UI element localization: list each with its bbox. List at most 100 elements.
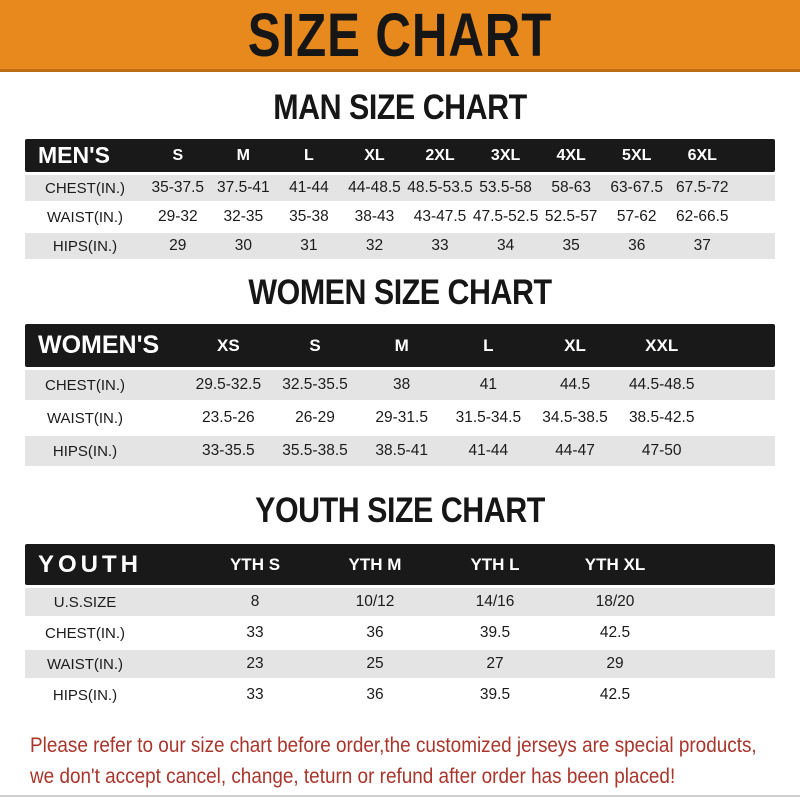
table-row: HIPS(IN.) 33-35.5 35.5-38.5 38.5-41 41-44 44-… (25, 436, 775, 466)
section-heading: MAN SIZE CHART (273, 87, 527, 127)
column-header: 2XL (425, 146, 455, 164)
row-label: HIPS(IN.) (52, 686, 118, 704)
column-header: YTH S (229, 554, 281, 574)
size-section-youth: YOUTH SIZE CHART YOUTH YTH S YTH M YTH L YTH … (0, 490, 800, 709)
table-cell: 37.5-41 (217, 179, 270, 196)
table-header-row: WOMEN'S XS S M L XL XXL (25, 324, 775, 367)
table-cell: 41-44 (468, 442, 509, 459)
column-header: XS (216, 335, 240, 355)
table-cell: 41-44 (289, 179, 329, 196)
size-section-man: MAN SIZE CHART MEN'S S M L XL 2XL 3XL 4XL 5XL 6XL C… (0, 87, 800, 259)
row-label: HIPS(IN.) (52, 237, 118, 255)
table-cell: 38-43 (354, 208, 395, 225)
table-cell: 14/16 (475, 593, 515, 610)
table-cell: 31.5-34.5 (455, 409, 522, 426)
table-cell: 58-63 (551, 179, 591, 196)
row-label: CHEST(IN.) (45, 624, 125, 642)
table-cell: 62-66.5 (675, 208, 729, 225)
footer-line-1: Please refer to our size chart before or… (30, 733, 757, 757)
table-cell: 44.5 (559, 376, 591, 393)
section-heading: WOMEN SIZE CHART (248, 272, 552, 312)
table-cell: 32.5-35.5 (282, 376, 348, 393)
table-cell: 47-50 (641, 442, 682, 459)
table-cell: 44-48.5 (348, 179, 401, 196)
table-cell: 26-29 (295, 409, 335, 426)
size-table: MEN'S S M L XL 2XL 3XL 4XL 5XL 6XL CHEST(IN.) 35-37… (25, 139, 775, 259)
column-header: XL (364, 146, 385, 164)
table-cell: 44-47 (555, 442, 595, 459)
footer-line-2: we don't accept cancel, change, teturn o… (30, 764, 676, 788)
bottom-edge (0, 795, 800, 797)
table-cell: 42.5 (599, 624, 631, 641)
table-cell: 29-31.5 (375, 409, 428, 426)
column-header: L (483, 335, 494, 355)
table-cell: 38 (393, 376, 411, 393)
table-cell: 33 (246, 624, 264, 641)
banner: SIZE CHART (0, 0, 800, 72)
table-cell: 23 (246, 655, 264, 672)
row-label: U.S.SIZE (53, 593, 117, 611)
table-cell: 39.5 (479, 624, 511, 641)
table-cell: 35 (562, 237, 580, 254)
table-cell: 67.5-72 (675, 179, 729, 196)
row-label: CHEST(IN.) (45, 376, 125, 394)
table-corner-label: WOMEN'S (38, 331, 160, 359)
row-label: WAIST(IN.) (46, 655, 124, 673)
column-header: S (172, 146, 184, 164)
table-row: WAIST(IN.) 29-32 32-35 35-38 38-43 43-47.5 47.… (25, 204, 775, 230)
table-cell: 35.5-38.5 (282, 442, 348, 459)
footer-note: Please refer to our size chart before or… (30, 730, 800, 792)
table-corner-label: MEN'S (38, 142, 110, 168)
table-cell: 35-37.5 (151, 179, 205, 196)
column-header: 3XL (490, 146, 521, 164)
table-header-row: YOUTH YTH S YTH M YTH L YTH XL (25, 544, 775, 585)
table-row: HIPS(IN.) 29 30 31 32 33 34 35 36 37 (25, 233, 775, 259)
table-cell: 29 (606, 655, 624, 672)
row-label: WAIST(IN.) (46, 409, 124, 427)
table-row: U.S.SIZE 8 10/12 14/16 18/20 (25, 588, 775, 616)
column-header: S (309, 335, 321, 355)
table-row: CHEST(IN.) 35-37.5 37.5-41 41-44 44-48.5 48.5… (25, 175, 775, 201)
table-cell: 63-67.5 (610, 179, 663, 196)
table-cell: 33 (431, 237, 449, 254)
table-cell: 52.5-57 (544, 208, 598, 225)
row-label: WAIST(IN.) (46, 208, 124, 226)
table-cell: 8 (250, 593, 260, 610)
table-cell: 39.5 (479, 686, 511, 703)
table-cell: 41 (479, 376, 497, 393)
table-cell: 43-47.5 (413, 208, 467, 225)
column-header: YTH M (348, 554, 402, 574)
table-cell: 27 (486, 655, 504, 672)
table-row: HIPS(IN.) 33 36 39.5 42.5 (25, 681, 775, 709)
table-row: CHEST(IN.) 29.5-32.5 32.5-35.5 38 41 44.5 44.5… (25, 370, 775, 400)
table-cell: 29 (169, 237, 187, 254)
size-table: YOUTH YTH S YTH M YTH L YTH XL U.S.SIZE 8 10/12… (25, 544, 775, 709)
column-header: M (236, 146, 250, 164)
table-cell: 36 (628, 237, 646, 254)
table-cell: 29-32 (157, 208, 198, 225)
column-header: 4XL (556, 146, 586, 164)
banner-title: SIZE CHART (247, 0, 553, 70)
table-cell: 18/20 (595, 593, 635, 610)
table-cell: 42.5 (599, 686, 631, 703)
table-cell: 38.5-42.5 (628, 409, 695, 426)
column-header: YTH XL (584, 554, 646, 574)
table-row: WAIST(IN.) 23 25 27 29 (25, 650, 775, 678)
table-corner-label: YOUTH (38, 550, 142, 578)
column-header: L (304, 146, 314, 164)
table-cell: 47.5-52.5 (472, 208, 539, 225)
column-header: XL (564, 335, 586, 355)
table-cell: 30 (234, 237, 252, 254)
row-label: CHEST(IN.) (45, 179, 125, 197)
table-cell: 34 (496, 237, 515, 254)
row-label: HIPS(IN.) (52, 442, 118, 460)
table-row: WAIST(IN.) 23.5-26 26-29 29-31.5 31.5-34.5 34… (25, 403, 775, 433)
table-cell: 23.5-26 (202, 409, 255, 426)
column-header: 5XL (622, 146, 652, 164)
size-table: WOMEN'S XS S M L XL XXL CHEST(IN.) 29.5-32.5 32.5… (25, 324, 775, 466)
section-heading: YOUTH SIZE CHART (255, 490, 545, 530)
table-cell: 35-38 (289, 208, 329, 225)
table-cell: 29.5-32.5 (195, 376, 262, 393)
table-cell: 53.5-58 (479, 179, 532, 196)
table-cell: 33 (246, 686, 264, 703)
